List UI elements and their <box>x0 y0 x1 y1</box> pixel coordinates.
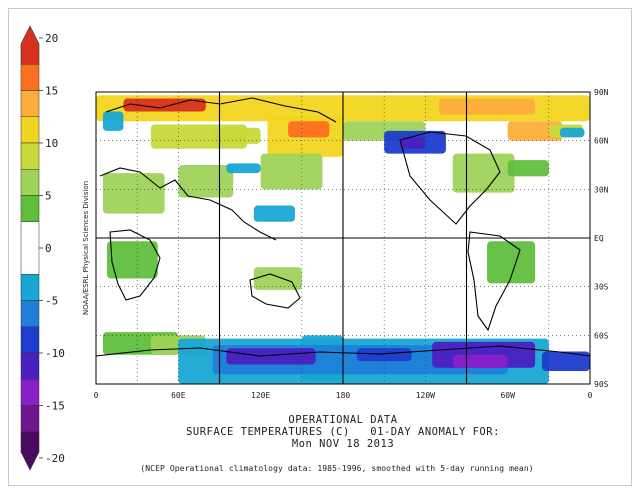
cold-anomaly-region <box>253 205 295 222</box>
coastline <box>467 231 521 332</box>
chart-note: (NCEP Operational climatology data: 1985… <box>140 464 534 473</box>
warm-anomaly-region <box>253 267 302 290</box>
colorbar-band <box>20 326 40 354</box>
x-tick-label: 60E <box>171 391 186 400</box>
cold-anomaly-region <box>102 111 124 131</box>
colorbar <box>20 25 40 471</box>
y-tick-label: EQ <box>594 234 604 243</box>
warm-anomaly-region <box>102 173 165 214</box>
colorbar-band <box>20 90 40 117</box>
colorbar-tick-label: -15 <box>45 400 65 413</box>
warm-anomaly-region <box>452 153 515 193</box>
y-axis-tick-labels: 90N 60N 30N EQ 30S 60S 90S <box>594 88 609 389</box>
colorbar-band <box>20 274 40 301</box>
colorbar-band <box>20 142 40 170</box>
warm-anomaly-region <box>106 241 158 279</box>
cold-anomaly-region <box>226 348 316 365</box>
x-tick-label: 0 <box>588 391 593 400</box>
colorbar-band-top <box>20 25 40 65</box>
y-tick-label: 90N <box>594 88 609 97</box>
chart-date: Mon NOV 18 2013 <box>291 438 395 450</box>
colorbar-band <box>20 300 40 327</box>
coastline <box>249 273 301 309</box>
x-axis-tick-labels: 0 60E 120E 180 120W 60W 0 <box>94 391 593 400</box>
cold-anomaly-region <box>226 163 261 174</box>
warm-anomaly-region <box>487 241 536 284</box>
y-tick-label: 30S <box>594 283 609 292</box>
coastline <box>109 229 161 301</box>
chart-title: OPERATIONAL DATA <box>288 414 398 426</box>
colorbar-band <box>20 352 40 380</box>
colorbar-tick-label: 15 <box>45 85 58 98</box>
x-tick-label: 120E <box>251 391 270 400</box>
map-border <box>95 91 591 385</box>
x-tick-label: 0 <box>94 391 99 400</box>
colorbar-band-bottom <box>20 431 40 471</box>
y-tick-label: 60N <box>594 137 609 146</box>
y-tick-label: 60S <box>594 331 609 340</box>
warm-anomaly-region <box>212 127 261 144</box>
warm-anomaly-region <box>260 153 323 190</box>
warm-anomaly-region <box>507 121 563 141</box>
figure-frame <box>8 8 632 486</box>
colorbar-tick-label: 10 <box>45 137 58 150</box>
colorbar-band <box>20 169 40 196</box>
y-tick-label: 30N <box>594 185 609 194</box>
x-tick-label: 60W <box>500 391 515 400</box>
colorbar-band <box>20 221 40 275</box>
cold-anomaly-region <box>559 127 585 138</box>
y-tick-label: 90S <box>594 380 609 389</box>
colorbar-band <box>20 195 40 222</box>
cold-anomaly-region <box>400 137 426 149</box>
colorbar-tick-label: -10 <box>45 347 65 360</box>
warm-anomaly-region <box>507 160 549 177</box>
coastline <box>399 131 501 225</box>
colorbar-tick-label: 0 <box>45 242 52 255</box>
warm-anomaly-region <box>439 98 536 115</box>
cold-anomaly-region <box>541 351 590 372</box>
x-tick-label: 180 <box>336 391 351 400</box>
cold-anomaly-region <box>452 354 508 368</box>
colorbar-tick-label: -20 <box>45 452 65 465</box>
colorbar-band <box>20 405 40 432</box>
warm-anomaly-region <box>288 121 330 138</box>
colorbar-band <box>20 379 40 406</box>
map-panel <box>95 91 591 385</box>
colorbar-band <box>20 64 40 91</box>
colorbar-tick-label: -5 <box>45 295 58 308</box>
warm-anomaly-region <box>178 165 234 198</box>
coastline <box>99 167 277 241</box>
coastline <box>95 345 591 357</box>
credit-label: NOAA/ESRL Physical Sciences Division <box>82 180 90 315</box>
chart-subtitle: SURFACE TEMPERATURES (C) 01-DAY ANOMALY … <box>186 426 500 438</box>
colorbar-band <box>20 116 40 144</box>
cold-anomaly-region <box>356 348 412 362</box>
colorbar-tick-label: 5 <box>45 190 52 203</box>
colorbar-tick-labels: 20 15 10 5 0 -5 -10 -15 -20 <box>39 32 65 465</box>
x-tick-label: 120W <box>416 391 435 400</box>
colorbar-tick-label: 20 <box>45 32 58 45</box>
